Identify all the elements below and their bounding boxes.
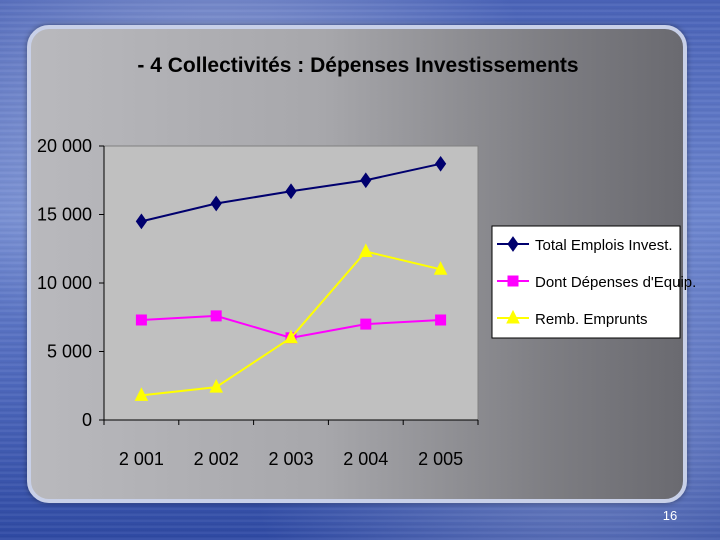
series-2-point bbox=[360, 318, 372, 330]
series-3-point bbox=[284, 329, 298, 344]
series-3-point bbox=[433, 261, 448, 275]
legend: Total Emplois Invest. Dont Dépenses d'Equ… bbox=[491, 225, 696, 339]
series-1-point bbox=[434, 155, 447, 172]
series-3-point bbox=[358, 243, 373, 257]
y-tick-label: 0 bbox=[82, 410, 92, 430]
x-tick-label: 2 003 bbox=[268, 449, 313, 469]
series-3-point bbox=[134, 387, 149, 401]
legend-label-3: Remb. Emprunts bbox=[535, 311, 648, 328]
series-1-point bbox=[135, 213, 148, 230]
legend-marker-2 bbox=[507, 275, 519, 287]
x-tick-label: 2 005 bbox=[418, 449, 463, 469]
series-2-point bbox=[135, 314, 147, 326]
y-tick-label: 20 000 bbox=[37, 136, 92, 156]
series-1-point bbox=[285, 183, 297, 200]
x-tick-label: 2 002 bbox=[194, 449, 239, 469]
legend-marker-1 bbox=[507, 236, 519, 252]
series-1-point bbox=[210, 195, 222, 212]
page-number: 16 bbox=[662, 508, 678, 523]
y-tick-label: 10 000 bbox=[37, 273, 92, 293]
y-tick-label: 5 000 bbox=[47, 342, 92, 362]
series-layer bbox=[134, 155, 448, 401]
legend-marker-3 bbox=[506, 309, 520, 324]
x-tick-label: 2 004 bbox=[343, 449, 388, 469]
series-2-point bbox=[210, 310, 222, 322]
legend-label-1: Total Emplois Invest. bbox=[535, 237, 673, 254]
legend-label-2: Dont Dépenses d'Equip. bbox=[535, 274, 696, 291]
y-tick-label: 15 000 bbox=[37, 205, 92, 225]
series-2-point bbox=[435, 314, 447, 326]
x-tick-label: 2 001 bbox=[119, 449, 164, 469]
y-axis-ticks: 0 5 000 10 000 15 000 20 000 bbox=[37, 136, 104, 430]
series-3-point bbox=[209, 379, 224, 393]
chart-title: - 4 Collectivités : Dépenses Investissem… bbox=[137, 54, 578, 77]
series-1-point bbox=[360, 172, 372, 189]
x-axis-ticks: 2 001 2 002 2 003 2 004 2 005 bbox=[103, 420, 479, 469]
